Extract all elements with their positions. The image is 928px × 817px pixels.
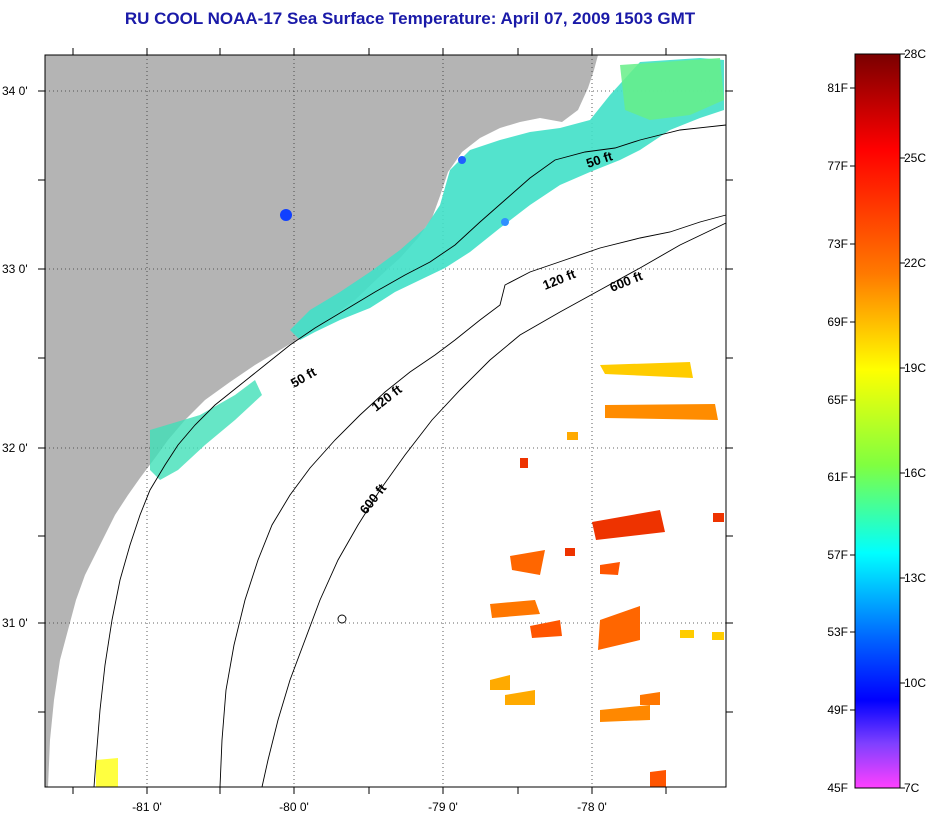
map-frame <box>44 54 727 788</box>
colorbar-ticks <box>850 53 905 789</box>
celsius-label: 7C <box>904 781 920 795</box>
map-title: RU COOL NOAA-17 Sea Surface Temperature:… <box>124 9 696 28</box>
lat-label: 32 0' <box>2 441 28 455</box>
celsius-label: 22C <box>904 256 926 270</box>
lat-label: 34 0' <box>2 84 28 98</box>
lon-label: -80 0' <box>279 800 309 814</box>
celsius-label: 28C <box>904 47 926 61</box>
depth-contours <box>93 124 727 788</box>
axis-ticks <box>38 48 733 794</box>
fahrenheit-label: 77F <box>827 159 848 173</box>
lat-label: 31 0' <box>2 616 28 630</box>
celsius-label: 16C <box>904 466 926 480</box>
contour-50ft <box>93 124 727 788</box>
lon-label: -81 0' <box>132 800 162 814</box>
lon-label: -78 0' <box>577 800 607 814</box>
contour-600ft <box>261 222 727 788</box>
fahrenheit-label: 69F <box>827 315 848 329</box>
lon-label: -79 0' <box>428 800 458 814</box>
fahrenheit-label: 49F <box>827 703 848 717</box>
fahrenheit-label: 57F <box>827 548 848 562</box>
celsius-label: 10C <box>904 676 926 690</box>
fahrenheit-label: 81F <box>827 81 848 95</box>
fahrenheit-label: 73F <box>827 237 848 251</box>
lat-label: 33 0' <box>2 262 28 276</box>
land-mass <box>45 55 598 787</box>
fahrenheit-label: 53F <box>827 625 848 639</box>
sst-map: 50 ft 50 ft 120 ft 120 ft 600 ft 600 ft <box>2 48 733 814</box>
fahrenheit-label: 61F <box>827 470 848 484</box>
contour-120ft <box>219 214 727 788</box>
sst-patches <box>96 58 724 787</box>
celsius-label: 25C <box>904 151 926 165</box>
fahrenheit-label: 45F <box>827 781 848 795</box>
fahrenheit-label: 65F <box>827 393 848 407</box>
color-scale-legend: 81F 77F 73F 69F 65F 61F 57F 53F 49F 45F … <box>827 47 926 795</box>
color-scale-bar <box>854 53 901 789</box>
celsius-label: 19C <box>904 361 926 375</box>
celsius-label: 13C <box>904 571 926 585</box>
